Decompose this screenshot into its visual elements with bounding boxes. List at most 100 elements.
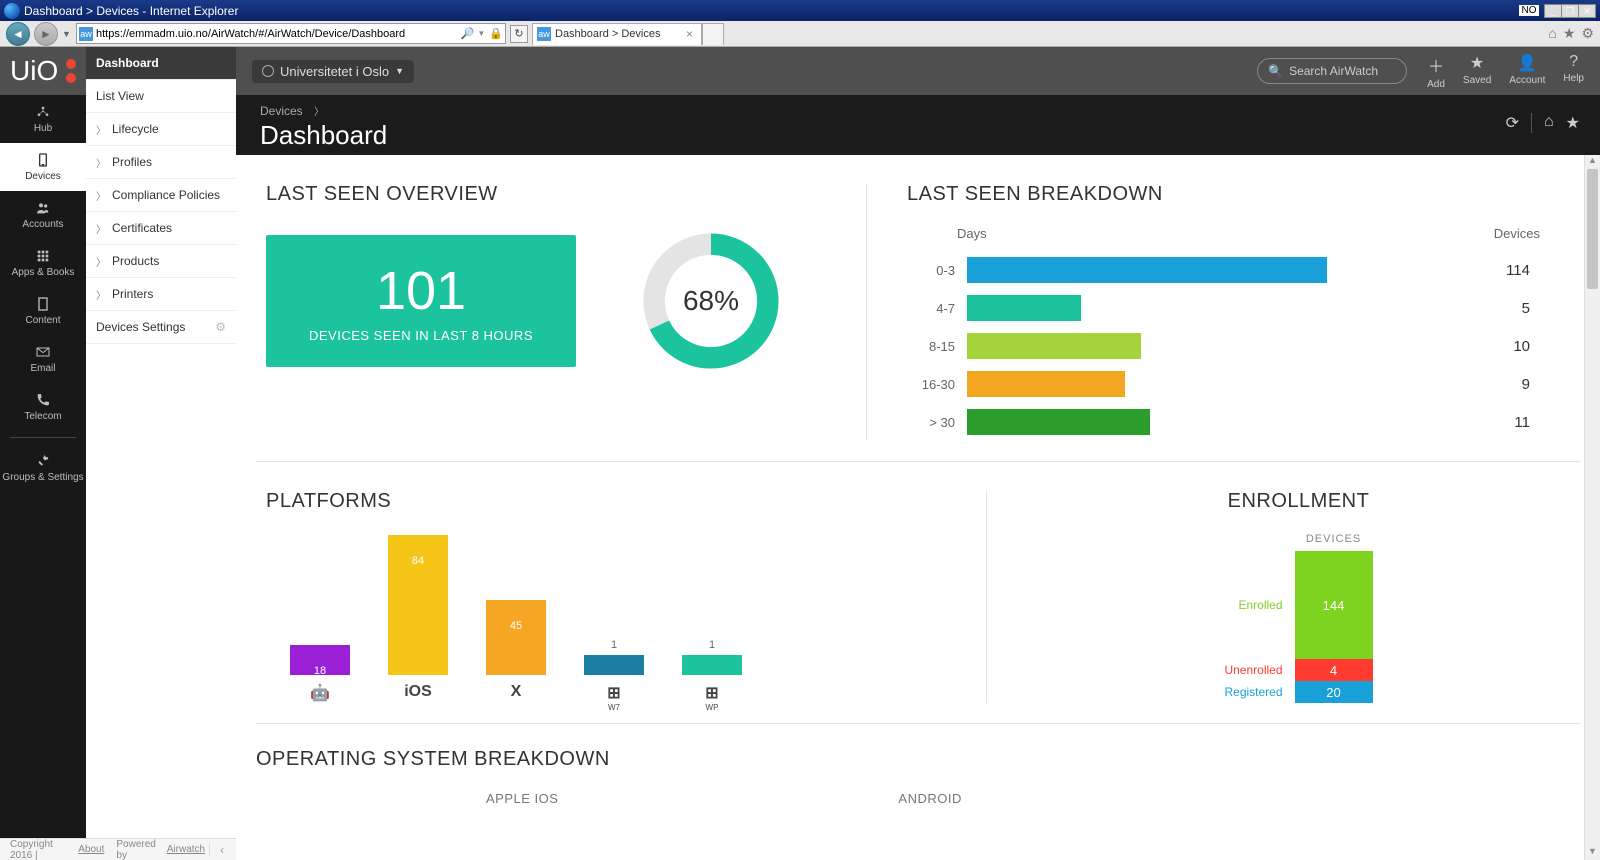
platform-value: 18 <box>314 665 326 677</box>
divider <box>1531 113 1532 133</box>
os-tab-android[interactable]: ANDROID <box>898 791 961 806</box>
rail-item-content[interactable]: Content <box>0 287 86 335</box>
top-action-label: Saved <box>1463 75 1491 86</box>
platform-value: 1 <box>611 639 617 651</box>
os-tab-apple-ios[interactable]: APPLE IOS <box>486 791 558 806</box>
logo: UiO <box>0 47 86 95</box>
rail-label: Telecom <box>24 411 61 422</box>
breakdown-row[interactable]: 4-75 <box>907 289 1570 327</box>
top-action-account[interactable]: 👤Account <box>1509 53 1545 90</box>
enrollment-label: Enrolled <box>1238 551 1282 659</box>
subnav-item-profiles[interactable]: 〉Profiles <box>86 146 236 179</box>
donut-chart[interactable]: 68% <box>616 226 806 376</box>
subnav-item-lifecycle[interactable]: 〉Lifecycle <box>86 113 236 146</box>
rail-item-devices[interactable]: Devices <box>0 143 86 191</box>
tools-icon <box>34 453 52 469</box>
breakdown-value: 114 <box>1506 262 1570 279</box>
chevron-right-icon: 〉 <box>96 287 106 302</box>
top-action-saved[interactable]: ★Saved <box>1463 53 1491 90</box>
maximize-button[interactable]: ❐ <box>1561 4 1579 18</box>
platform-bar-x[interactable]: 45X <box>482 600 550 703</box>
lang-indicator[interactable]: NO <box>1519 5 1539 16</box>
platform-bar-android[interactable]: 18🤖 <box>286 645 354 703</box>
panel-breakdown: LAST SEEN BREAKDOWN Days Devices 0-31144… <box>897 183 1580 441</box>
enrollment-segment[interactable]: 4 <box>1295 659 1373 681</box>
footer-airwatch-link[interactable]: Airwatch <box>167 844 205 855</box>
chevron-right-icon: 〉 <box>96 254 106 269</box>
breadcrumb[interactable]: Devices 〉 <box>260 103 1576 118</box>
subnav-item-products[interactable]: 〉Products <box>86 245 236 278</box>
scroll-up-icon[interactable]: ▲ <box>1585 155 1600 169</box>
breakdown-row[interactable]: > 3011 <box>907 403 1570 441</box>
tab-title: Dashboard > Devices <box>555 28 660 40</box>
top-action-add[interactable]: ＋Add <box>1427 53 1445 90</box>
overview-count: 101 <box>376 260 466 322</box>
top-bar: Universitetet i Oslo ▼ 🔍 Search AirWatch… <box>236 47 1600 95</box>
breakdown-header: Days Devices <box>907 226 1570 241</box>
home-icon[interactable]: ⌂ <box>1548 25 1556 42</box>
platform-bar-w7[interactable]: 1 ⊞W7 <box>580 639 648 703</box>
refresh-icon[interactable]: ⟳ <box>1506 113 1519 133</box>
top-action-help[interactable]: ?Help <box>1563 53 1584 90</box>
subnav-item-devices-settings[interactable]: Devices Settings⚙ <box>86 311 236 344</box>
enrollment-stack[interactable]: DEVICES 144420 <box>1295 533 1373 703</box>
rail-item-email[interactable]: Email <box>0 335 86 383</box>
gear-icon[interactable]: ⚙ <box>215 320 226 334</box>
window-title: Dashboard > Devices - Internet Explorer <box>24 4 238 18</box>
refresh-button[interactable]: ↻ <box>510 25 528 43</box>
enrollment-segment[interactable]: 20 <box>1295 681 1373 703</box>
scroll-thumb[interactable] <box>1587 169 1598 289</box>
rail-item-accounts[interactable]: Accounts <box>0 191 86 239</box>
breakdown-row[interactable]: 8-1510 <box>907 327 1570 365</box>
breakdown-row[interactable]: 0-3114 <box>907 251 1570 289</box>
subnav-label: Printers <box>112 287 153 301</box>
subnav-label: Certificates <box>112 221 172 235</box>
subnav-item-printers[interactable]: 〉 Printers <box>86 278 236 311</box>
rail-item-apps-books[interactable]: Apps & Books <box>0 239 86 287</box>
new-tab-button[interactable] <box>702 23 724 45</box>
url-text: https://emmadm.uio.no/AirWatch/#/AirWatc… <box>96 28 458 40</box>
subnav-item-certificates[interactable]: 〉Certificates <box>86 212 236 245</box>
platform-bar-ios[interactable]: 84iOS <box>384 535 452 703</box>
page-actions: ⟳ ⌂ ★ <box>1506 113 1580 133</box>
rail-item-hub[interactable]: Hub <box>0 95 86 143</box>
back-button[interactable]: ◄ <box>6 22 30 46</box>
browser-tab[interactable]: aw Dashboard > Devices × <box>532 23 702 45</box>
collapse-subnav-button[interactable]: ‹ <box>209 843 226 857</box>
close-button[interactable]: ✕ <box>1578 4 1596 18</box>
search-input[interactable]: 🔍 Search AirWatch <box>1257 58 1407 84</box>
search-icon[interactable]: 🔎 <box>461 27 475 40</box>
tools-icon[interactable]: ⚙ <box>1581 25 1594 42</box>
tab-close-icon[interactable]: × <box>676 27 693 41</box>
crumb-segment[interactable]: Devices <box>260 104 303 118</box>
subnav-item-list-view[interactable]: List View <box>86 80 236 113</box>
scroll-down-icon[interactable]: ▼ <box>1585 846 1600 860</box>
star-icon[interactable]: ★ <box>1566 113 1580 133</box>
nav-rail: UiO HubDevicesAccountsApps & BooksConten… <box>0 47 86 860</box>
rail-item-groups-settings[interactable]: Groups & Settings <box>0 444 86 492</box>
search-drop-icon[interactable]: ▼ <box>477 29 485 38</box>
breakdown-value: 10 <box>1513 338 1570 355</box>
address-bar[interactable]: aw https://emmadm.uio.no/AirWatch/#/AirW… <box>76 23 506 44</box>
enrollment-segment[interactable]: 144 <box>1295 551 1373 659</box>
subnav-label: Lifecycle <box>112 122 159 136</box>
home-icon[interactable]: ⌂ <box>1544 113 1554 133</box>
history-dropdown[interactable]: ▼ <box>62 29 72 39</box>
org-selector[interactable]: Universitetet i Oslo ▼ <box>252 60 414 83</box>
favorites-icon[interactable]: ★ <box>1563 25 1576 42</box>
subnav-item-dashboard[interactable]: Dashboard <box>86 47 236 80</box>
forward-button[interactable]: ► <box>34 22 58 46</box>
platform-ios-icon: iOS <box>404 683 432 703</box>
minimize-button[interactable]: _ <box>1544 4 1562 18</box>
footer-about-link[interactable]: About <box>78 844 104 855</box>
breakdown-row[interactable]: 16-309 <box>907 365 1570 403</box>
row-platforms-enroll: PLATFORMS 18🤖84iOS45X1⊞W71⊞WP ENROLLMENT… <box>256 462 1580 723</box>
scrollbar[interactable]: ▲ ▼ <box>1584 155 1600 860</box>
rail-item-telecom[interactable]: Telecom <box>0 383 86 431</box>
platform-bar-wp[interactable]: 1⊞WP <box>678 639 746 703</box>
subnav-item-compliance-policies[interactable]: 〉Compliance Policies <box>86 179 236 212</box>
overview-count-box[interactable]: 101 DEVICES SEEN IN LAST 8 HOURS <box>266 235 576 367</box>
top-actions: ＋Add ★Saved 👤Account ?Help <box>1427 53 1584 90</box>
platform-w7-icon: ⊞W7 <box>607 683 620 703</box>
top-action-label: Help <box>1563 73 1584 84</box>
